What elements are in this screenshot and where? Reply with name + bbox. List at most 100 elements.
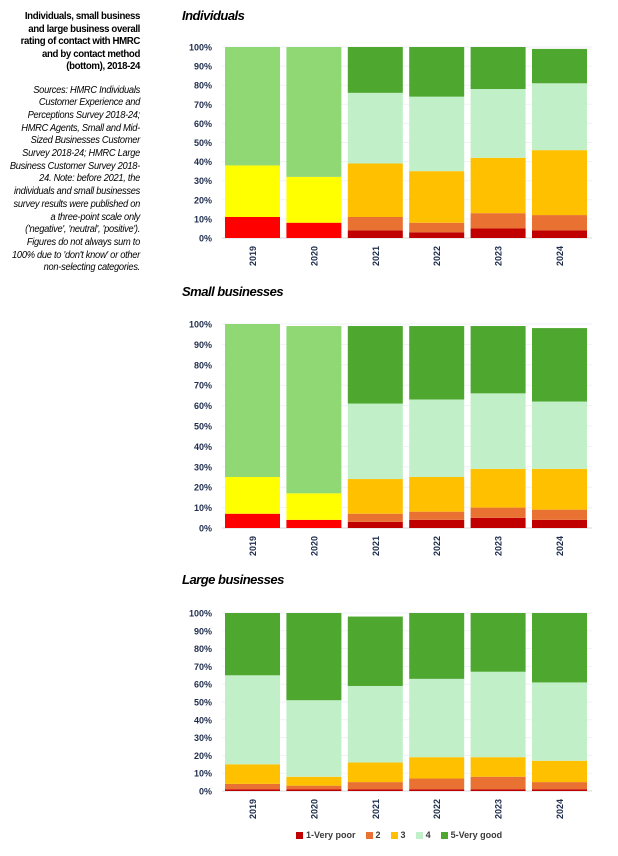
y-tick-label: 60% bbox=[194, 119, 212, 129]
bar-segment bbox=[409, 757, 465, 779]
bar-segment bbox=[409, 613, 465, 679]
y-tick-label: 80% bbox=[194, 360, 212, 370]
bar-segment bbox=[470, 47, 526, 90]
bar-segment bbox=[225, 165, 280, 217]
legend-item-very-good: 5-Very good bbox=[440, 830, 503, 840]
y-tick-label: 100% bbox=[189, 609, 212, 619]
y-tick-label: 0% bbox=[199, 524, 212, 534]
bar-segment bbox=[470, 213, 526, 229]
bar-segment bbox=[532, 613, 587, 683]
legend-label: 5-Very good bbox=[450, 830, 503, 840]
bar-segment bbox=[532, 782, 587, 790]
bar-segment bbox=[532, 328, 587, 402]
y-tick-label: 60% bbox=[194, 401, 212, 411]
y-tick-label: 80% bbox=[194, 81, 212, 91]
bar-segment bbox=[286, 222, 342, 238]
bar-segment bbox=[409, 171, 465, 223]
bar-segment bbox=[409, 778, 465, 790]
bar-segment bbox=[347, 326, 403, 404]
bar-segment bbox=[347, 685, 403, 763]
bar-segment bbox=[532, 230, 587, 238]
x-tick-label: 2023 bbox=[494, 536, 504, 556]
bar-segment bbox=[470, 613, 526, 672]
bar-segment bbox=[347, 789, 403, 791]
bar-segment bbox=[225, 324, 280, 477]
chart-description: Individuals, small business and large bu… bbox=[0, 10, 141, 275]
y-tick-label: 40% bbox=[194, 715, 212, 725]
bar-segment bbox=[532, 401, 587, 469]
x-tick-label: 2022 bbox=[432, 246, 442, 266]
y-tick-label: 100% bbox=[189, 43, 212, 53]
y-tick-label: 100% bbox=[189, 320, 212, 330]
bar-segment bbox=[286, 47, 342, 177]
y-tick-label: 70% bbox=[194, 662, 212, 672]
bar-segment bbox=[532, 48, 587, 84]
y-tick-label: 30% bbox=[194, 462, 212, 472]
x-tick-label: 2022 bbox=[432, 799, 442, 819]
bar-segment bbox=[347, 479, 403, 514]
y-tick-label: 10% bbox=[194, 769, 212, 779]
bar-segment bbox=[470, 89, 526, 158]
bar-segment bbox=[409, 678, 465, 758]
y-tick-label: 20% bbox=[194, 751, 212, 761]
legend-label: 4 bbox=[425, 830, 431, 840]
y-tick-label: 40% bbox=[194, 157, 212, 167]
figure-sources-note: Sources: HMRC Individuals Customer Exper… bbox=[9, 84, 141, 274]
y-tick-label: 60% bbox=[194, 680, 212, 690]
bar-segment bbox=[286, 776, 342, 786]
bar-segment bbox=[225, 477, 280, 514]
x-tick-label: 2021 bbox=[371, 799, 381, 819]
legend: 1-Very poor 2 3 4 5-Very good bbox=[296, 830, 502, 840]
bar-segment bbox=[409, 222, 465, 233]
bar-segment bbox=[470, 507, 526, 518]
y-tick-label: 50% bbox=[194, 138, 212, 148]
bar-segment bbox=[532, 83, 587, 151]
y-tick-label: 90% bbox=[194, 626, 212, 636]
bar-segment bbox=[532, 215, 587, 231]
bar-segment bbox=[347, 403, 403, 480]
x-tick-label: 2019 bbox=[248, 246, 258, 266]
bar-segment bbox=[532, 519, 587, 528]
bar-segment bbox=[470, 228, 526, 238]
x-tick-label: 2019 bbox=[248, 536, 258, 556]
bar-segment bbox=[409, 511, 465, 520]
bar-segment bbox=[470, 789, 526, 791]
bar-segment bbox=[347, 230, 403, 238]
figure-title: Individuals, small business and large bu… bbox=[20, 10, 141, 72]
y-tick-label: 50% bbox=[194, 422, 212, 432]
bar-segment bbox=[409, 789, 465, 791]
y-tick-label: 90% bbox=[194, 62, 212, 72]
bar-segment bbox=[532, 150, 587, 216]
bar-segment bbox=[532, 468, 587, 510]
y-tick-label: 40% bbox=[194, 442, 212, 452]
y-tick-label: 0% bbox=[199, 234, 212, 244]
legend-item-very-poor: 1-Very poor bbox=[296, 830, 356, 840]
legend-swatch bbox=[440, 831, 448, 839]
legend-item-2: 2 bbox=[365, 830, 381, 840]
x-tick-label: 2023 bbox=[494, 246, 504, 266]
bar-segment bbox=[532, 682, 587, 761]
bar-segment bbox=[470, 157, 526, 214]
bar-segment bbox=[225, 675, 280, 765]
bar-segment bbox=[347, 513, 403, 522]
y-tick-label: 10% bbox=[194, 503, 212, 513]
y-tick-label: 90% bbox=[194, 340, 212, 350]
bar-segment bbox=[225, 513, 280, 528]
x-tick-label: 2021 bbox=[371, 246, 381, 266]
bar-segment bbox=[286, 176, 342, 223]
x-tick-label: 2024 bbox=[555, 536, 565, 556]
bar-segment bbox=[470, 517, 526, 528]
y-tick-label: 0% bbox=[199, 787, 212, 797]
bar-segment bbox=[347, 163, 403, 217]
bar-segment bbox=[347, 47, 403, 93]
bar-segment bbox=[286, 326, 342, 494]
bar-segment bbox=[470, 757, 526, 777]
bar-segment bbox=[409, 399, 465, 477]
y-tick-label: 20% bbox=[194, 483, 212, 493]
bar-segment bbox=[470, 393, 526, 469]
bar-segment bbox=[286, 700, 342, 777]
y-tick-label: 10% bbox=[194, 214, 212, 224]
legend-swatch bbox=[365, 831, 373, 839]
bar-segment bbox=[286, 785, 342, 790]
